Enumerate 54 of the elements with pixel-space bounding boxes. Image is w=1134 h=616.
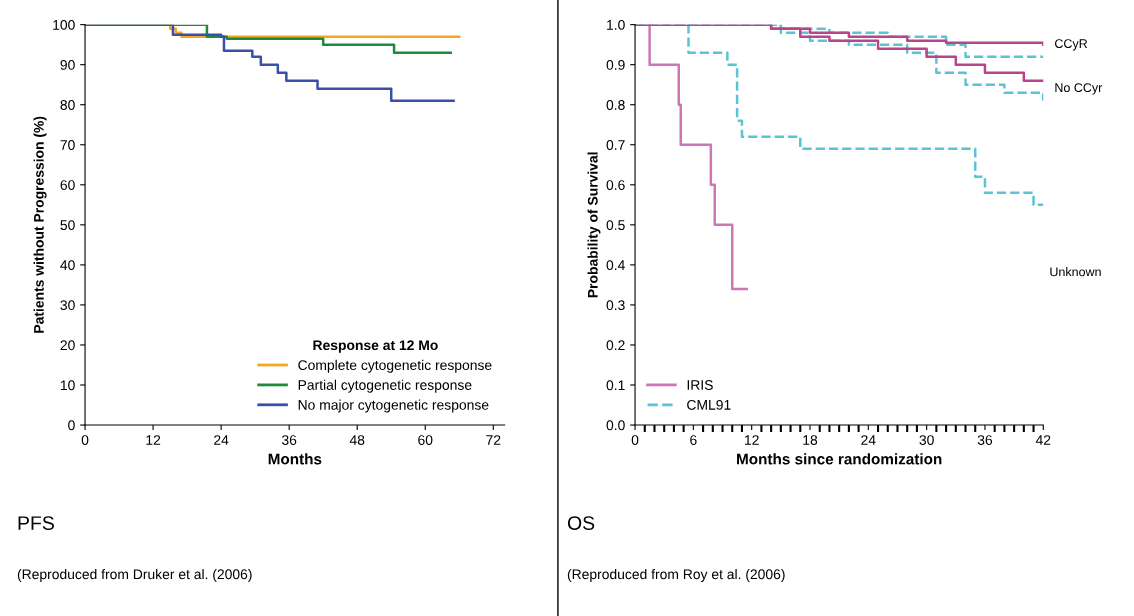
x-tick-label: 72 (486, 435, 501, 445)
x-tick-label: 24 (214, 435, 229, 445)
x-tick-label: 6 (690, 435, 697, 445)
text: (Reproduced from Druker et al. (2006) (17, 568, 252, 582)
y-tick-label: 0.6 (606, 180, 625, 190)
y-tick-label: 80 (60, 100, 75, 110)
y-tick-label: 10 (60, 380, 75, 391)
x-tick-label: 42 (1035, 435, 1051, 445)
y-tick-label: 1.0 (607, 19, 625, 30)
x-tick-label: 36 (977, 435, 993, 445)
annotation: CCyR (1055, 39, 1088, 51)
y-tick-label: 0.1 (606, 380, 625, 391)
x-tick-label: 24 (861, 435, 876, 445)
y-tick-label: 20 (60, 340, 75, 351)
legend-label: CML91 (687, 399, 731, 410)
x-tick-label: 60 (418, 435, 433, 445)
legend-label: No major cytogenetic response (298, 399, 489, 413)
text: (Reproduced from Roy et al. (2006) (567, 568, 785, 582)
x-tick-label: 12 (745, 435, 759, 445)
y-axis-title: Patients without Progression (%) (33, 116, 47, 333)
y-tick-label: 0.4 (606, 260, 625, 271)
y-tick-label: 0.8 (606, 100, 625, 110)
y-tick-label: 60 (60, 180, 75, 190)
legend-label: IRIS (687, 380, 713, 390)
y-tick-label: 90 (60, 60, 75, 70)
text: OS (567, 516, 595, 530)
y-tick-label: 0.0 (606, 420, 625, 431)
x-tick-label: 12 (146, 435, 161, 445)
x-tick-label: 30 (919, 435, 934, 445)
x-tick-label: 36 (281, 435, 297, 445)
y-tick-label: 40 (60, 260, 75, 271)
legend-title: Response at 12 Mo (313, 340, 438, 353)
y-tick-label: 30 (60, 300, 75, 311)
y-tick-label: 70 (60, 140, 75, 150)
text: PFS (18, 516, 54, 530)
y-axis-title: Probability of Survival (587, 152, 601, 298)
x-axis-title: Months (268, 453, 322, 465)
x-tick-label: 0 (81, 435, 89, 445)
y-tick-label: 100 (53, 19, 75, 30)
legend-label: Partial cytogenetic response (298, 379, 472, 393)
text: Unknown (1050, 267, 1101, 277)
y-tick-label: 0.2 (606, 340, 625, 351)
x-axis-title: Months since randomization (737, 453, 942, 465)
y-tick-label: 0.7 (606, 140, 625, 150)
y-tick-label: 50 (60, 220, 75, 231)
x-tick-label: 48 (349, 435, 365, 445)
x-tick-label: 0 (631, 435, 639, 445)
legend-label: Complete cytogenetic response (298, 359, 492, 373)
y-tick-label: 0.9 (606, 60, 625, 70)
y-tick-label: 0 (68, 420, 75, 431)
annotation: No CCyr (1055, 83, 1103, 95)
y-tick-label: 0.3 (606, 300, 625, 311)
y-tick-label: 0.5 (606, 220, 625, 231)
x-tick-label: 18 (803, 435, 818, 445)
